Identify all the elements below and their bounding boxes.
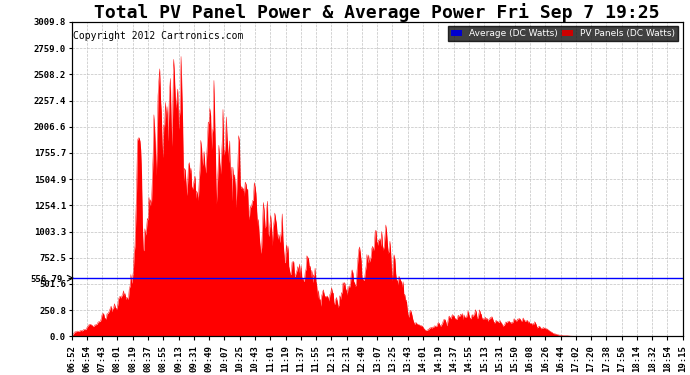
Text: Copyright 2012 Cartronics.com: Copyright 2012 Cartronics.com	[73, 32, 244, 41]
Title: Total PV Panel Power & Average Power Fri Sep 7 19:25: Total PV Panel Power & Average Power Fri…	[95, 3, 660, 22]
Legend: Average (DC Watts), PV Panels (DC Watts): Average (DC Watts), PV Panels (DC Watts)	[448, 27, 678, 41]
